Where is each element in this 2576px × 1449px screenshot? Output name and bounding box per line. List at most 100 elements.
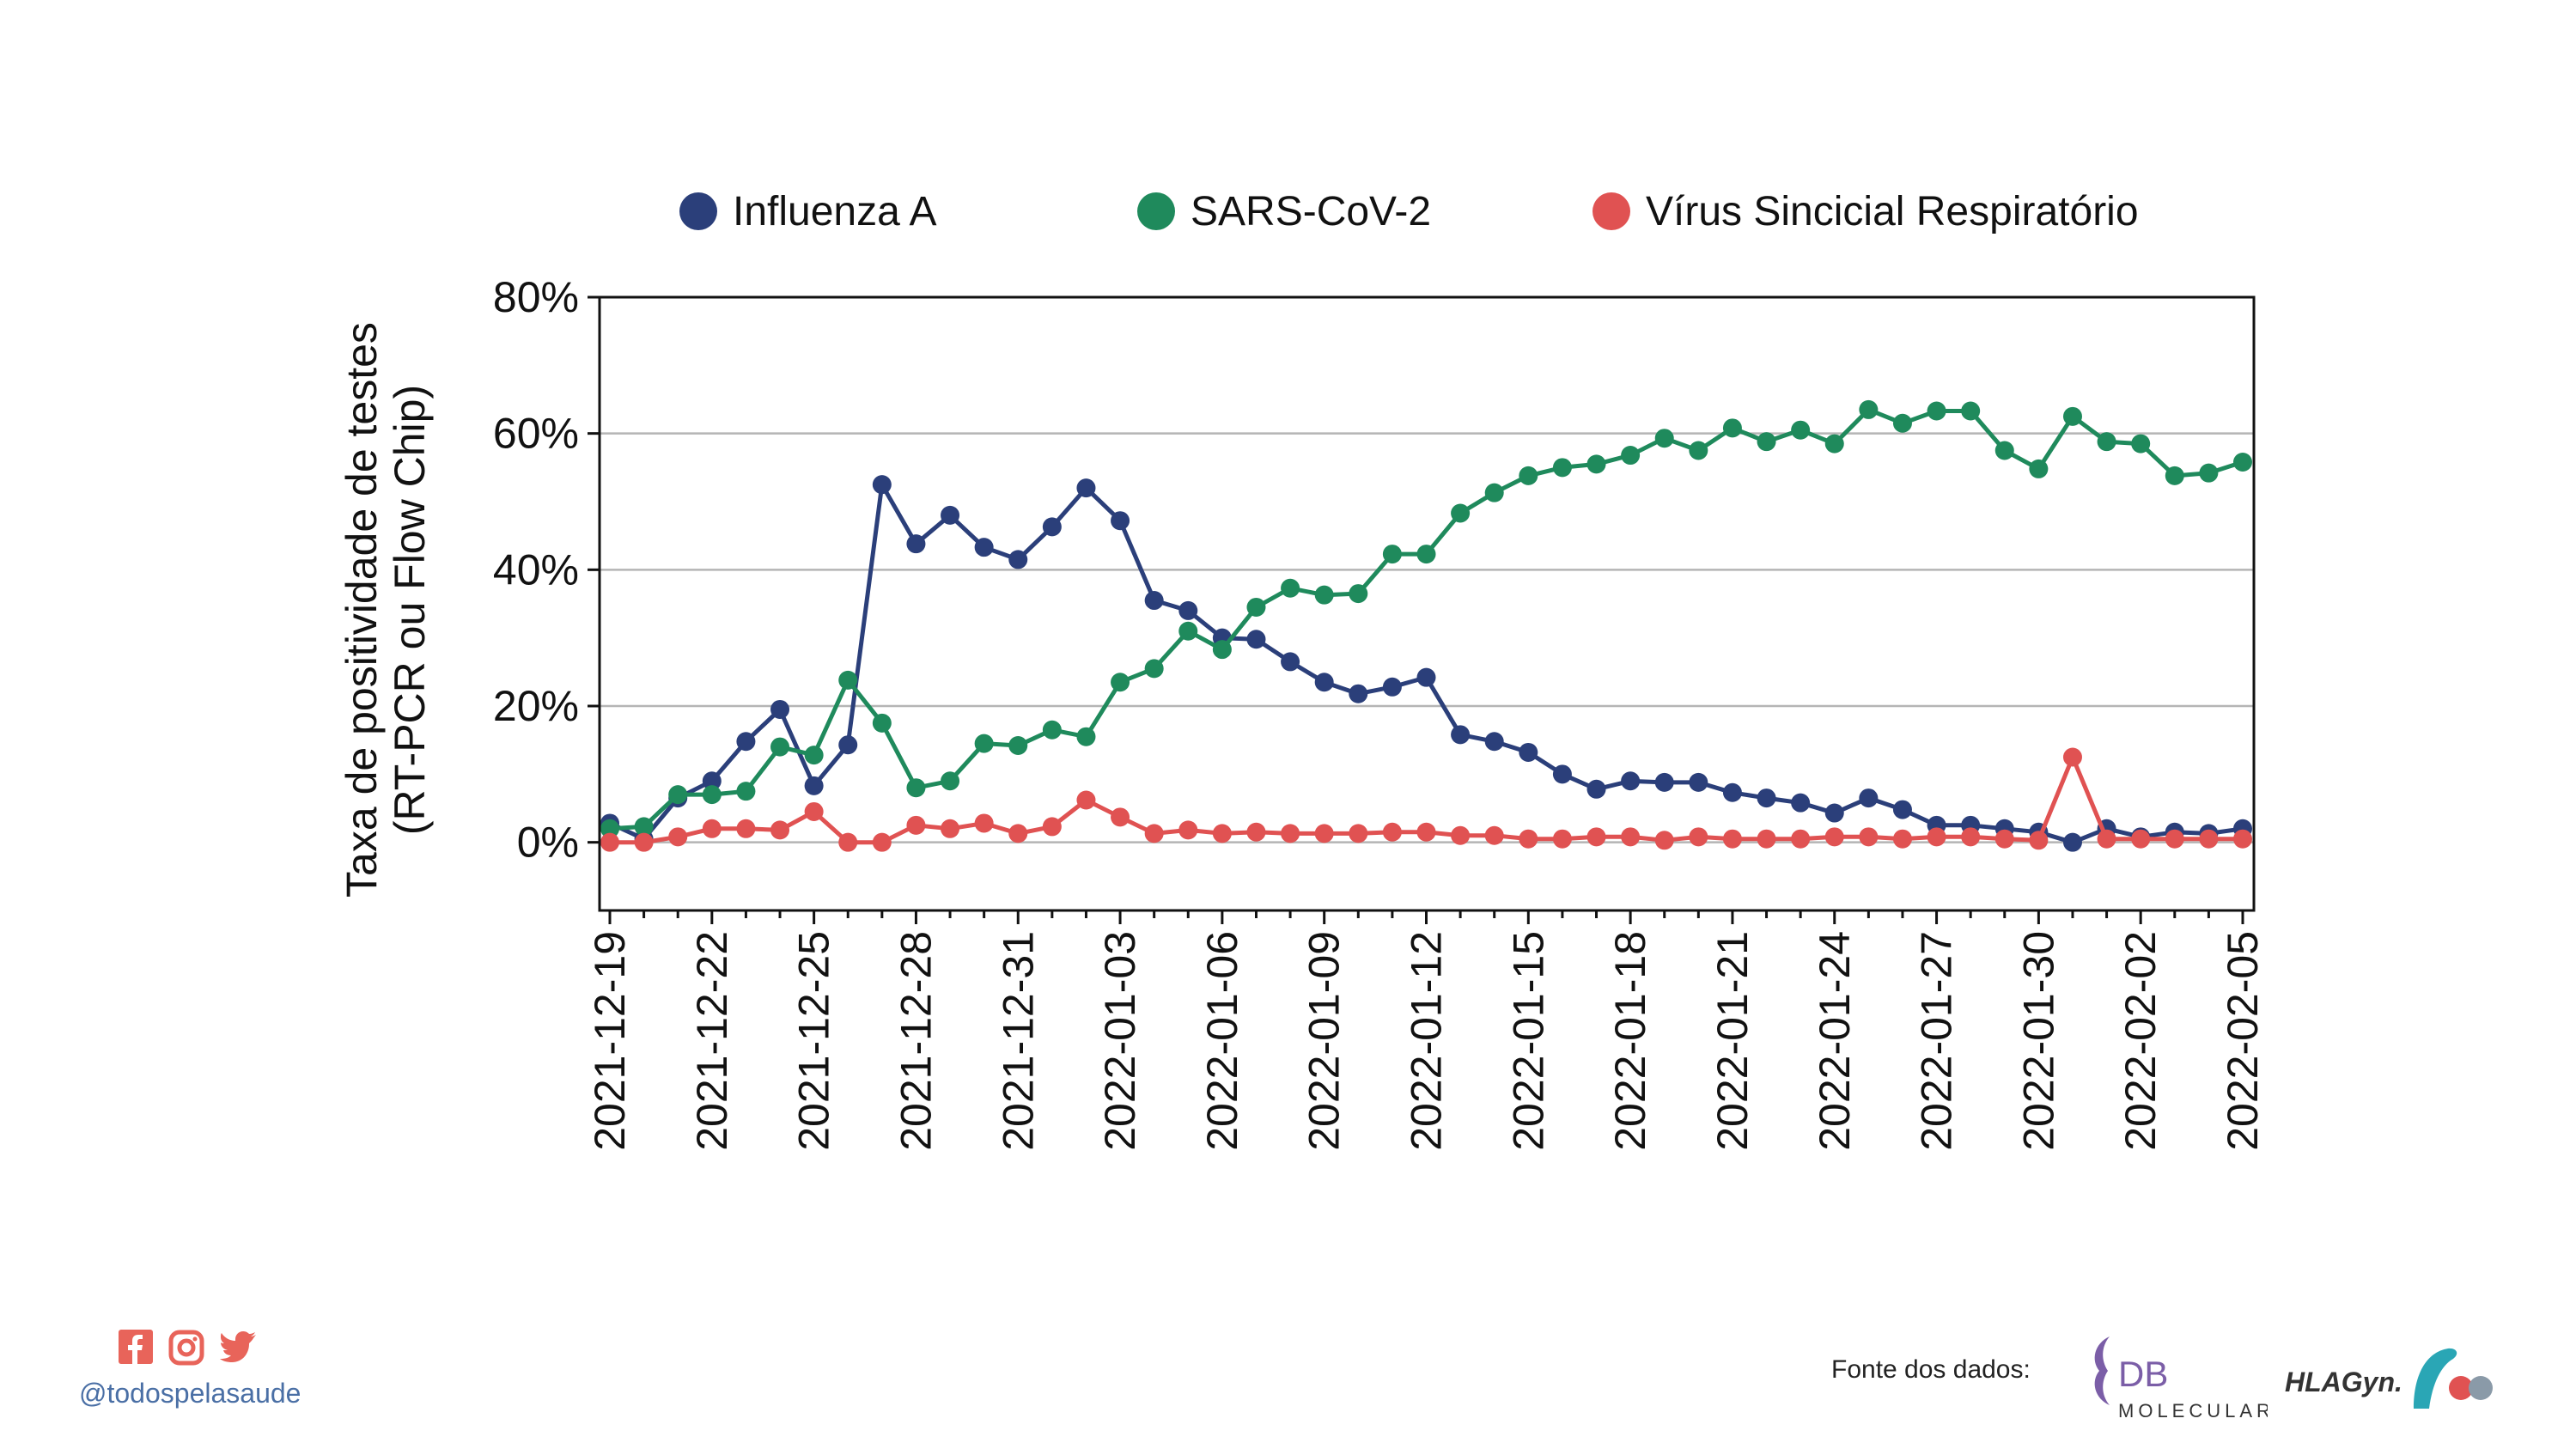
data-point [1382, 677, 1402, 697]
data-point [1451, 725, 1471, 745]
legend-item: SARS-CoV-2 [1137, 189, 1431, 234]
data-point [1178, 600, 1198, 620]
data-point [1178, 820, 1198, 840]
data-point [1008, 550, 1028, 569]
data-source-label: Fonte dos dados: [1831, 1355, 2031, 1384]
series-line [609, 407, 2244, 831]
data-point [1519, 829, 1538, 849]
data-point [1791, 793, 1811, 813]
data-point [1824, 827, 1844, 847]
series-layer [600, 399, 2252, 852]
data-point [2062, 747, 2082, 767]
data-point [2097, 432, 2116, 452]
data-point [1314, 585, 1334, 605]
data-point [838, 735, 858, 755]
y-axis: 0% 20% 40% 60% 80% [493, 273, 600, 867]
data-point [1144, 659, 1164, 679]
legend-label: Vírus Sincicial Respiratório [1646, 189, 2139, 234]
y-axis-label: Taxa de positividade de testes (RT-PCR o… [338, 322, 434, 898]
data-point [941, 819, 960, 838]
gridlines [600, 432, 2254, 843]
data-point [2097, 829, 2116, 849]
y-tick-label: 60% [493, 410, 579, 458]
data-point [974, 734, 994, 753]
x-tick-label: 2022-02-05 [2219, 931, 2267, 1151]
data-point [1757, 829, 1776, 849]
x-tick-label: 2022-01-30 [2014, 931, 2062, 1151]
data-point [1892, 800, 1912, 819]
data-point [1791, 420, 1811, 440]
data-point [1382, 822, 1402, 842]
db-molecular-logo: DB MOLECULAR [2094, 1336, 2268, 1422]
social-icons [119, 1330, 258, 1370]
legend-item: Influenza A [679, 189, 937, 234]
hlagyn-logo: HLAGyn. [2285, 1348, 2493, 1409]
x-tick-label: 2022-01-21 [1708, 931, 1757, 1151]
instagram-icon[interactable] [168, 1330, 204, 1370]
series-v-rus-sincicial-respirat-rio [600, 747, 2252, 852]
series-line [608, 482, 2244, 845]
data-point [1111, 673, 1130, 692]
data-point [2062, 406, 2082, 426]
data-point [1859, 399, 1879, 419]
data-point [1111, 807, 1130, 827]
data-point [906, 815, 926, 835]
data-point [1076, 478, 1096, 498]
data-point [941, 505, 960, 525]
data-point [1076, 790, 1096, 810]
data-point [1451, 503, 1471, 523]
data-point [1519, 742, 1538, 762]
data-point [1689, 441, 1708, 460]
data-point [1654, 772, 1674, 792]
data-point [804, 746, 824, 765]
social-handle[interactable]: @todospelasaude [79, 1378, 301, 1409]
data-point [872, 475, 892, 495]
data-point [1824, 803, 1844, 823]
data-point [1961, 827, 1981, 847]
y-axis-label-line2: (RT-PCR ou Flow Chip) [386, 385, 434, 835]
x-tick-label: 2021-12-31 [994, 931, 1042, 1151]
legend-marker [1137, 192, 1175, 230]
x-tick-label: 2022-01-09 [1300, 931, 1349, 1151]
data-point [634, 817, 654, 837]
twitter-icon[interactable] [220, 1330, 258, 1370]
data-point [1757, 788, 1776, 808]
data-point [1994, 441, 2014, 460]
x-tick-label: 2021-12-28 [892, 931, 940, 1151]
data-point [2029, 831, 2049, 850]
data-point [770, 699, 790, 719]
x-tick-label: 2022-01-12 [1403, 931, 1451, 1151]
hlagyn-logo-text: HLAGyn. [2285, 1367, 2402, 1397]
y-axis-label-line1: Taxa de positividade de testes [338, 322, 386, 898]
data-point [1008, 736, 1028, 756]
data-point [2233, 829, 2252, 849]
x-tick-label: 2022-01-18 [1606, 931, 1654, 1151]
facebook-icon[interactable] [119, 1330, 153, 1370]
data-point [974, 813, 994, 833]
data-point [1552, 829, 1572, 849]
data-point [1111, 511, 1130, 531]
data-point [1961, 401, 1981, 421]
legend-item: Vírus Sincicial Respiratório [1592, 189, 2139, 234]
data-point [1552, 764, 1572, 784]
y-tick-label: 80% [493, 273, 579, 321]
data-point [804, 776, 824, 795]
data-point [736, 732, 756, 752]
data-point [1008, 824, 1028, 843]
data-point [906, 778, 926, 798]
data-point [1178, 621, 1198, 641]
data-point [1552, 458, 1572, 478]
data-point [1484, 732, 1504, 752]
data-point [1722, 782, 1742, 802]
data-point [634, 832, 654, 852]
db-logo-subtext: MOLECULAR [2118, 1400, 2268, 1422]
data-point [1892, 829, 1912, 849]
data-point [1246, 630, 1266, 649]
data-point [1416, 822, 1436, 842]
x-tick-label: 2021-12-25 [790, 931, 838, 1151]
data-point [2199, 829, 2219, 849]
data-point [1892, 413, 1912, 433]
data-point [1144, 824, 1164, 843]
series-sars-cov-2 [600, 399, 2252, 838]
